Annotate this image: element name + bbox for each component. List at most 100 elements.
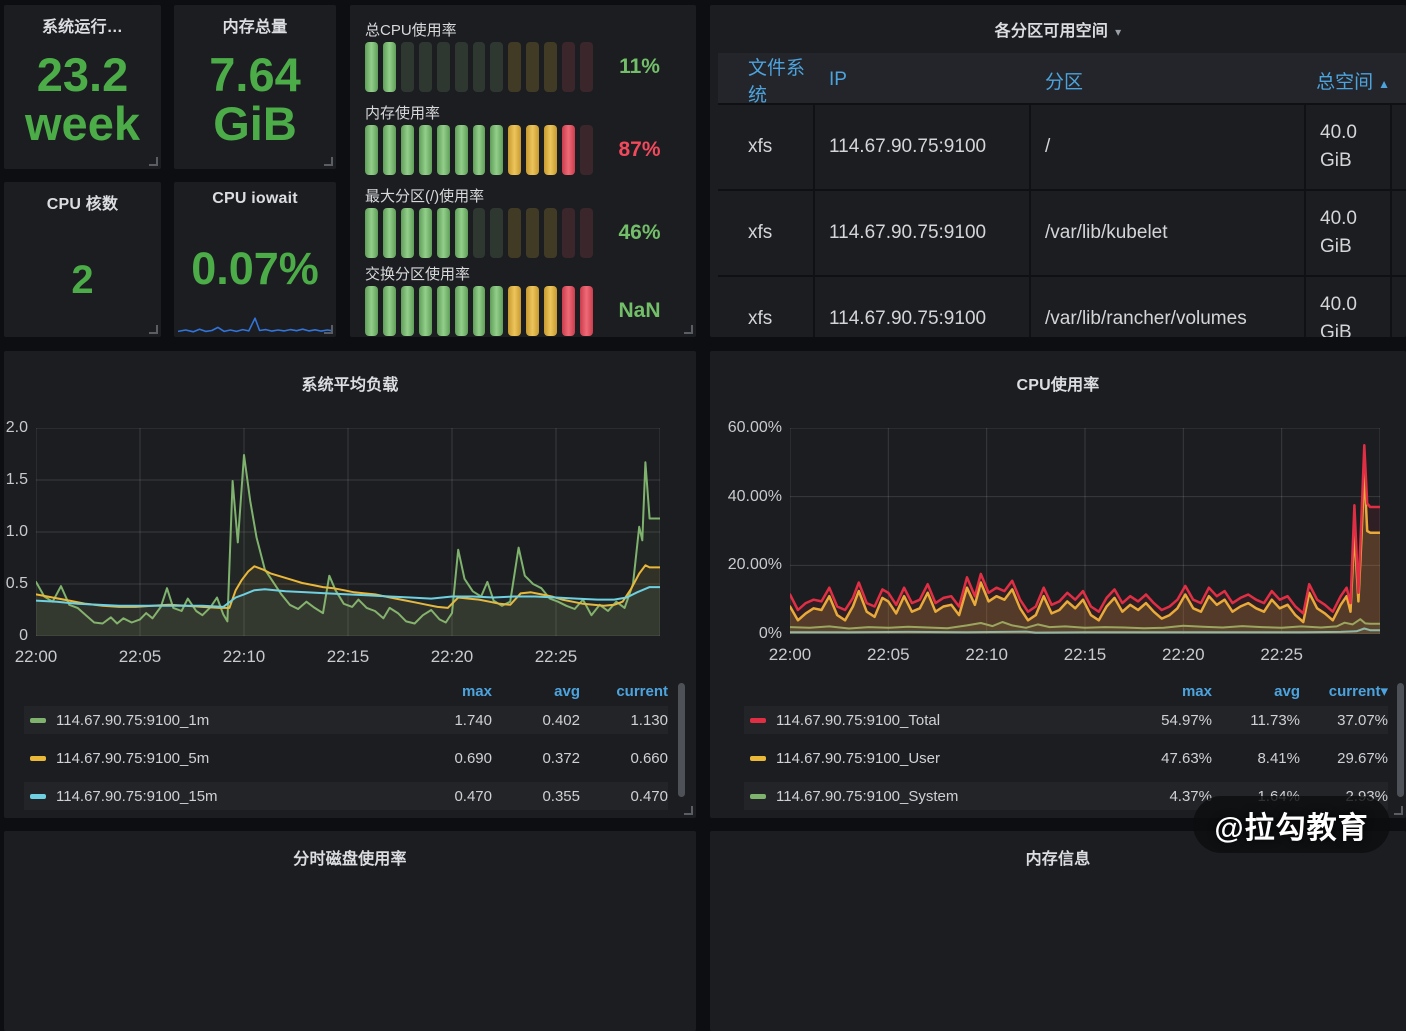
panel-partition-table: 各分区可用空间 ▾ 文件系统 IP 分区 总空间 ▲ xfs 114.67.90.75:91… xyxy=(710,5,1406,337)
gauge-segment xyxy=(490,42,504,92)
gauge-segment xyxy=(544,125,558,175)
gauge-segment xyxy=(400,208,414,258)
panel-cpu-cores: CPU 核数 2 xyxy=(4,182,161,337)
table-cell: xfs xyxy=(718,191,815,275)
table-cell-filler xyxy=(1392,277,1406,337)
series-color-swatch xyxy=(750,755,766,761)
legend-column-header[interactable]: max xyxy=(461,682,492,700)
gauge-segment xyxy=(580,125,593,175)
gauge-segment xyxy=(472,42,486,92)
legend-series-name[interactable]: 114.67.90.75:9100_User xyxy=(776,749,941,767)
gauge-segment xyxy=(454,208,468,258)
legend-value-max: 0.470 xyxy=(454,787,492,805)
legend-series-name[interactable]: 114.67.90.75:9100_5m xyxy=(56,749,210,767)
table-column-header[interactable]: IP xyxy=(829,69,847,90)
cpu-chart-canvas[interactable] xyxy=(790,428,1380,634)
legend-value-max: 54.97% xyxy=(1161,711,1212,729)
panel-title-mem-info[interactable]: 内存信息 xyxy=(1025,851,1091,868)
panel-title-partition-table[interactable]: 各分区可用空间 ▾ xyxy=(994,23,1122,40)
panel-title-load-chart[interactable]: 系统平均负载 xyxy=(301,377,399,394)
series-color-swatch xyxy=(30,755,46,761)
gauge-segment xyxy=(472,286,486,336)
gauge-segment xyxy=(418,42,432,92)
gauge-label: 交换分区使用率 xyxy=(365,266,471,283)
resize-handle-icon[interactable] xyxy=(324,325,333,334)
panel-mem-total: 内存总量 7.64 GiB xyxy=(174,5,336,169)
legend-column-header[interactable]: avg xyxy=(1274,682,1300,700)
table-column-header[interactable]: 总空间 ▲ xyxy=(1316,71,1390,93)
table-column-header[interactable]: 文件系统 xyxy=(748,58,806,106)
legend-scrollbar[interactable] xyxy=(678,683,685,797)
panel-bar-gauges: 总CPU使用率 11% 内存使用率 87% 最大分区(/)使用率 46% 交换分区使用率 Na… xyxy=(350,5,696,337)
legend-series-name[interactable]: 114.67.90.75:9100_System xyxy=(776,787,959,805)
gauge-segment xyxy=(508,286,522,336)
gauge-segment xyxy=(382,208,396,258)
x-tick-label: 22:15 xyxy=(326,647,370,666)
legend-scrollbar[interactable] xyxy=(1397,683,1404,797)
legend-column-header[interactable]: avg xyxy=(554,682,580,700)
legend-value-current: 29.67% xyxy=(1337,749,1388,767)
legend-value-max: 1.740 xyxy=(454,711,492,729)
gauge-segment xyxy=(544,42,558,92)
gauge-segment xyxy=(382,125,396,175)
table-row: xfs 114.67.90.75:9100/var/lib/kubelet 40.0… xyxy=(718,189,1406,275)
resize-handle-icon[interactable] xyxy=(1394,806,1403,815)
legend-column-header[interactable]: current▾ xyxy=(1328,683,1388,700)
x-tick-label: 22:15 xyxy=(1063,645,1107,664)
gauge-label: 内存使用率 xyxy=(365,105,441,122)
legend-series-name[interactable]: 114.67.90.75:9100_15m xyxy=(56,787,218,805)
gauge-segment xyxy=(526,125,540,175)
resize-handle-icon[interactable] xyxy=(324,157,333,166)
panel-title-disk-usage[interactable]: 分时磁盘使用率 xyxy=(293,851,407,868)
gauge-segment xyxy=(454,42,468,92)
legend-value-avg: 0.372 xyxy=(542,749,580,767)
table-column-header[interactable]: 分区 xyxy=(1045,71,1084,93)
load-chart-canvas[interactable] xyxy=(36,428,660,636)
legend-value-avg: 11.73% xyxy=(1250,711,1300,729)
panel-title-cpu-iowait[interactable]: CPU iowait xyxy=(212,190,298,207)
gauge-segment xyxy=(418,208,432,258)
gauge-bar xyxy=(365,42,593,92)
panel-uptime: 系统运行… 23.2 week xyxy=(4,5,161,169)
gauge-group: 内存使用率 87% xyxy=(365,102,686,178)
chevron-down-icon[interactable]: ▾ xyxy=(1115,25,1122,39)
legend-series-name[interactable]: 114.67.90.75:9100_Total xyxy=(776,711,941,729)
series-color-swatch xyxy=(750,793,766,799)
legend-column-header[interactable]: max xyxy=(1181,682,1212,700)
legend-row: 114.67.90.75:9100_15m 0.470 0.355 0.470 xyxy=(24,782,668,810)
legend-row: 114.67.90.75:9100_1m 1.740 0.402 1.130 xyxy=(24,706,668,734)
panel-title-uptime[interactable]: 系统运行… xyxy=(41,19,123,36)
watermark-badge: @拉勾教育 xyxy=(1193,796,1390,853)
x-tick-label: 22:25 xyxy=(1260,645,1303,664)
table-cell: 40.0 GiB xyxy=(1306,191,1392,275)
x-tick-label: 22:10 xyxy=(965,645,1008,664)
cpu-iowait-sparkline xyxy=(178,317,332,333)
panel-load-chart: 系统平均负载 0 0.5 1.0 1.5 2.0 22:00 22:05 22:10 22:15… xyxy=(4,351,696,818)
legend-column-header[interactable]: current xyxy=(616,682,668,700)
panel-title-cpu-chart[interactable]: CPU使用率 xyxy=(1016,377,1100,394)
gauge-segment xyxy=(562,42,576,92)
resize-handle-icon[interactable] xyxy=(149,325,158,334)
gauge-segment xyxy=(580,42,593,92)
panel-title-mem-total[interactable]: 内存总量 xyxy=(222,19,288,36)
legend-series-name[interactable]: 114.67.90.75:9100_1m xyxy=(56,711,210,729)
gauge-segment xyxy=(454,286,468,336)
resize-handle-icon[interactable] xyxy=(684,325,693,334)
gauge-value: 87% xyxy=(618,138,661,161)
gauge-segment xyxy=(472,125,486,175)
gauge-segment xyxy=(436,125,450,175)
legend-value-avg: 0.402 xyxy=(542,711,580,729)
resize-handle-icon[interactable] xyxy=(149,157,158,166)
panel-disk-usage: 分时磁盘使用率 xyxy=(4,831,696,1031)
table-cell: 114.67.90.75:9100 xyxy=(815,105,1031,189)
legend-value-max: 0.690 xyxy=(454,749,492,767)
gauge-segment xyxy=(436,286,450,336)
table-cell-filler xyxy=(1392,191,1406,275)
panel-title-cpu-cores[interactable]: CPU 核数 xyxy=(46,196,119,213)
gauge-segment xyxy=(490,208,504,258)
y-tick-label: 0.5 xyxy=(5,575,28,592)
gauge-segment xyxy=(400,42,414,92)
panel-mem-info: 内存信息 xyxy=(710,831,1406,1031)
x-tick-label: 22:05 xyxy=(118,647,162,666)
resize-handle-icon[interactable] xyxy=(684,806,693,815)
